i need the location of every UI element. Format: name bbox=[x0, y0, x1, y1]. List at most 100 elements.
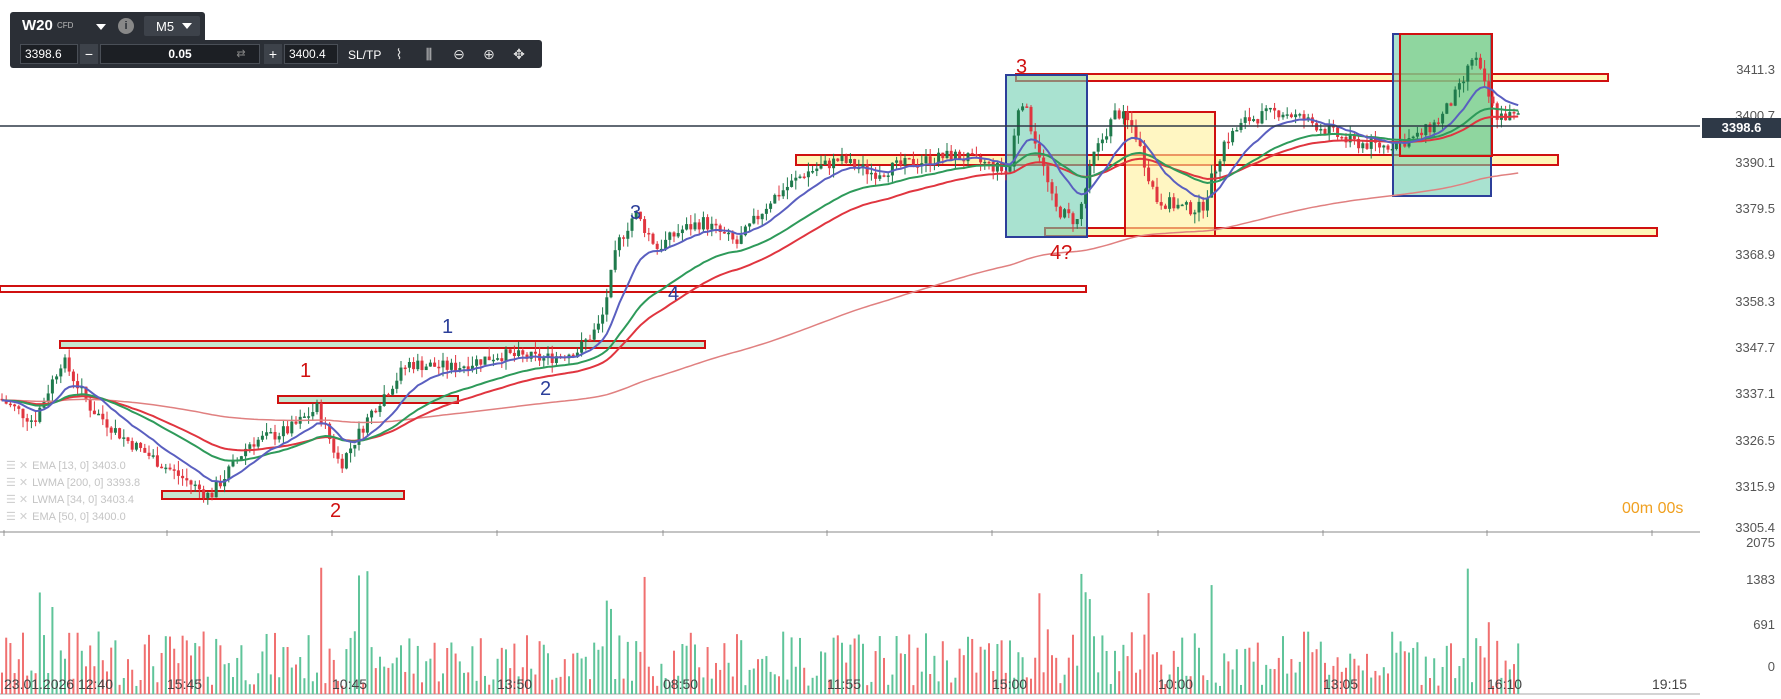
indicators-icon[interactable]: ⫼ bbox=[425, 46, 433, 62]
volume-bar bbox=[9, 643, 12, 694]
legend-menu-icon[interactable]: ☰ ✕ bbox=[6, 477, 29, 489]
candle-body bbox=[651, 233, 655, 244]
candle-body bbox=[218, 481, 222, 487]
volume-bar bbox=[584, 656, 587, 694]
volume-increase-button[interactable]: + bbox=[264, 44, 282, 64]
candle-body bbox=[1294, 114, 1298, 118]
volume-bar bbox=[1458, 666, 1461, 694]
volume-bar bbox=[1126, 656, 1129, 694]
volume-bar bbox=[954, 677, 957, 694]
sell-price-field[interactable]: 3398.6 bbox=[20, 44, 78, 64]
zoom-out-icon[interactable]: ⊖ bbox=[453, 46, 465, 62]
volume-bar bbox=[1038, 593, 1041, 694]
volume-bar bbox=[794, 666, 797, 694]
buy-price-field[interactable]: 3400.4 bbox=[284, 44, 338, 64]
volume-bar bbox=[1500, 677, 1503, 694]
volume-field[interactable]: 0.05 bbox=[100, 44, 260, 64]
candle-body bbox=[815, 168, 819, 172]
candle-body bbox=[710, 223, 714, 230]
volume-bar bbox=[1244, 648, 1247, 694]
legend-item-lwma34[interactable]: ☰ ✕ LWMA [34, 0] 3403.4 bbox=[6, 494, 135, 506]
candle-body bbox=[88, 398, 92, 411]
candle-body bbox=[1134, 125, 1138, 140]
volume-bar bbox=[278, 677, 281, 694]
candle-body bbox=[1067, 209, 1071, 214]
candle-body bbox=[1424, 124, 1428, 136]
legend-menu-icon[interactable]: ☰ ✕ bbox=[6, 460, 29, 472]
volume-bar bbox=[652, 676, 654, 694]
candle-body bbox=[1315, 123, 1319, 131]
symbol-dropdown-icon[interactable] bbox=[96, 24, 106, 30]
volume-bar bbox=[1256, 642, 1259, 694]
candle-body bbox=[433, 362, 437, 367]
volume-bar bbox=[727, 662, 730, 694]
chart-type-icon[interactable]: ⌇ bbox=[395, 46, 403, 62]
volume-bar bbox=[912, 685, 915, 694]
volume-bar bbox=[568, 676, 570, 694]
symbol-name[interactable]: W20 bbox=[22, 17, 53, 34]
volume-bar bbox=[471, 646, 474, 694]
candle-body bbox=[722, 231, 726, 234]
info-icon[interactable]: i bbox=[118, 18, 134, 34]
candle-body bbox=[1226, 141, 1230, 144]
crosshair-icon[interactable]: ✥ bbox=[513, 46, 525, 62]
legend-menu-icon[interactable]: ☰ ✕ bbox=[6, 511, 29, 523]
volume-tick: 0 bbox=[1767, 659, 1775, 674]
volume-decrease-button[interactable]: − bbox=[80, 44, 98, 64]
volume-bar bbox=[206, 676, 209, 694]
candle-body bbox=[731, 232, 735, 240]
volume-bar bbox=[13, 673, 16, 694]
volume-bar bbox=[391, 663, 394, 694]
volume-bar bbox=[618, 635, 621, 694]
volume-bar bbox=[177, 663, 180, 694]
candle-body bbox=[869, 172, 873, 175]
volume-bar bbox=[1340, 671, 1343, 694]
candlesticks bbox=[0, 52, 1520, 505]
timeframe-select[interactable]: M5 bbox=[144, 16, 200, 36]
candle-body bbox=[155, 455, 159, 467]
volume-bar bbox=[681, 644, 684, 694]
candle-body bbox=[487, 356, 491, 361]
volume-bar bbox=[958, 648, 961, 694]
candle-body bbox=[1378, 142, 1382, 148]
volume-bar bbox=[605, 600, 608, 694]
candle-body bbox=[1000, 162, 1004, 172]
candle-body bbox=[1352, 135, 1356, 139]
candle-body bbox=[1004, 171, 1008, 173]
candle-body bbox=[701, 217, 705, 230]
volume-bar bbox=[261, 651, 264, 694]
volume-bar bbox=[639, 651, 642, 694]
volume-bar bbox=[488, 684, 491, 694]
legend-item-ema50[interactable]: ☰ ✕ EMA [50, 0] 3400.0 bbox=[6, 511, 126, 523]
candle-body bbox=[1021, 106, 1025, 111]
volume-bar bbox=[1042, 672, 1045, 694]
candle-body bbox=[214, 481, 218, 498]
candle-body bbox=[391, 388, 395, 395]
legend-menu-icon[interactable]: ☰ ✕ bbox=[6, 494, 29, 506]
candle-body bbox=[1390, 148, 1394, 151]
candle-body bbox=[937, 152, 941, 164]
volume-bar bbox=[1395, 652, 1398, 694]
swap-icon[interactable]: ⇄ bbox=[236, 48, 246, 60]
candle-body bbox=[378, 405, 382, 413]
volume-bar bbox=[752, 668, 755, 694]
indicator-lines bbox=[1, 85, 1519, 483]
legend-item-lwma200[interactable]: ☰ ✕ LWMA [200, 0] 3393.8 bbox=[6, 477, 141, 489]
zoom-in-icon[interactable]: ⊕ bbox=[483, 46, 495, 62]
volume-bar bbox=[509, 668, 512, 694]
volume-bar bbox=[748, 669, 751, 694]
candle-body bbox=[101, 413, 105, 420]
legend-item-ema13[interactable]: ☰ ✕ EMA [13, 0] 3403.0 bbox=[6, 460, 126, 472]
candle-body bbox=[1012, 135, 1016, 167]
volume-bar bbox=[815, 675, 818, 694]
candle-body bbox=[844, 155, 848, 163]
timeframe-dropdown-icon bbox=[182, 23, 192, 29]
candle-body bbox=[777, 194, 781, 197]
candle-body bbox=[1394, 142, 1398, 149]
volume-bar bbox=[1151, 654, 1154, 694]
volume-bar bbox=[408, 638, 411, 694]
sltp-button[interactable]: SL/TP bbox=[348, 48, 382, 62]
volume-bar bbox=[542, 644, 545, 694]
volume-bar bbox=[677, 675, 680, 694]
